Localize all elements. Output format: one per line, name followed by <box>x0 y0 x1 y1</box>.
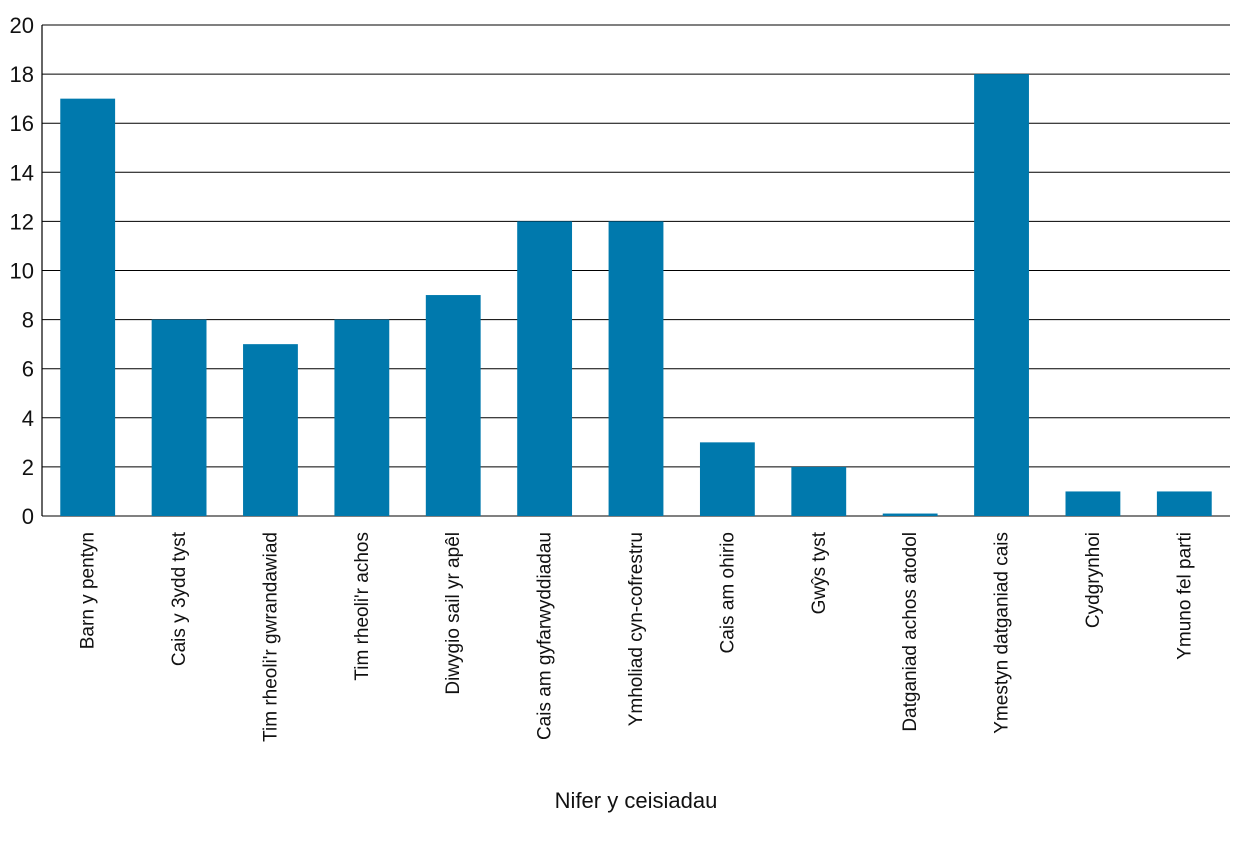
bar <box>1156 491 1212 516</box>
y-tick-label: 4 <box>22 406 34 431</box>
x-category-label: Tim rheoli'r gwrandawiad <box>260 532 281 742</box>
y-tick-label: 6 <box>22 357 34 382</box>
bar <box>791 466 847 516</box>
x-category-label: Cydgrynhoi <box>1083 532 1104 628</box>
x-category-label: Ymuno fel parti <box>1174 532 1195 660</box>
y-tick-label: 8 <box>22 308 34 333</box>
x-category-label: Diwygio sail yr apêl <box>443 532 464 695</box>
x-category-label: Cais y 3ydd tyst <box>169 531 190 666</box>
y-tick-label: 16 <box>10 111 34 136</box>
x-category-label: Tim rheoli'r achos <box>352 532 373 681</box>
bar <box>60 98 116 517</box>
y-tick-label: 18 <box>10 62 34 87</box>
y-axis-ticks: 0 2 4 6 8 10 12 14 16 18 20 <box>10 13 34 529</box>
y-tick-label: 14 <box>10 160 34 185</box>
bar <box>882 513 938 516</box>
bars <box>60 74 1212 517</box>
x-category-label: Datganiad achos atodol <box>900 532 921 732</box>
y-tick-label: 12 <box>10 209 34 234</box>
y-tick-label: 2 <box>22 455 34 480</box>
x-category-label: Cais am gyfarwyddiadau <box>535 532 556 740</box>
x-axis-title: Nifer y ceisiadau <box>555 788 718 813</box>
bar <box>1065 491 1121 516</box>
bar <box>974 74 1029 516</box>
x-category-label: Ymholiad cyn-cofrestru <box>626 532 647 726</box>
y-tick-label: 10 <box>10 259 34 284</box>
bar <box>608 221 664 516</box>
y-tick-label: 20 <box>10 13 34 38</box>
x-category-label: Cais am ohirio <box>717 532 738 653</box>
x-category-label: Barn y pentyn <box>78 532 99 649</box>
bar <box>151 319 207 516</box>
x-category-label: Gwŷs tyst <box>809 531 830 614</box>
bar <box>425 295 481 516</box>
x-category-label: Ymestyn datganiad cais <box>992 532 1013 734</box>
bar <box>517 221 573 516</box>
bar <box>699 442 755 516</box>
bar <box>243 344 298 516</box>
x-axis-category-labels: Barn y pentyn Cais y 3ydd tyst Tim rheoli'… <box>78 531 1196 742</box>
bar <box>334 319 390 516</box>
y-tick-label: 0 <box>22 504 34 529</box>
